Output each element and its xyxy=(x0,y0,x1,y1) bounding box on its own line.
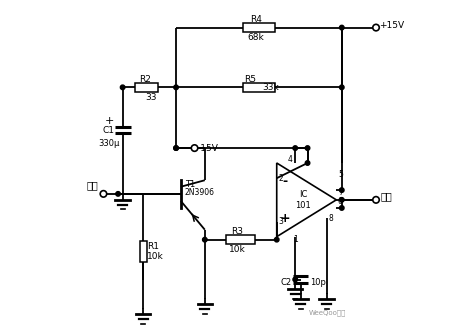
Text: C2: C2 xyxy=(281,278,292,287)
Text: 330μ: 330μ xyxy=(98,139,120,148)
Circle shape xyxy=(339,25,344,30)
Text: 7: 7 xyxy=(338,188,343,197)
Circle shape xyxy=(202,237,207,242)
Bar xyxy=(135,83,158,92)
Circle shape xyxy=(120,85,125,90)
Circle shape xyxy=(293,146,298,150)
Text: R5: R5 xyxy=(244,75,256,84)
Text: R1: R1 xyxy=(147,242,159,251)
Circle shape xyxy=(174,146,178,150)
Text: 33: 33 xyxy=(146,93,157,102)
Text: 8: 8 xyxy=(328,214,333,223)
Text: 6: 6 xyxy=(338,197,343,206)
Text: R3: R3 xyxy=(231,227,244,236)
Circle shape xyxy=(191,145,198,151)
Text: 5: 5 xyxy=(338,170,343,179)
Text: 2N3906: 2N3906 xyxy=(185,188,215,197)
Text: WeeQoo推库: WeeQoo推库 xyxy=(309,309,346,316)
Text: T1: T1 xyxy=(185,180,195,189)
Text: 10p: 10p xyxy=(310,278,326,287)
Text: +: + xyxy=(280,212,290,225)
Text: +: + xyxy=(104,116,114,126)
Circle shape xyxy=(100,191,107,197)
Text: 10k: 10k xyxy=(229,245,246,254)
Circle shape xyxy=(305,161,310,165)
Text: -15V: -15V xyxy=(198,143,219,153)
Bar xyxy=(243,83,275,92)
Bar xyxy=(243,23,275,32)
Text: C1: C1 xyxy=(103,126,115,135)
Circle shape xyxy=(174,146,178,150)
Circle shape xyxy=(373,24,379,31)
Text: -: - xyxy=(283,175,287,188)
Circle shape xyxy=(116,192,120,196)
Circle shape xyxy=(373,197,379,203)
Circle shape xyxy=(339,85,344,90)
Text: 10k: 10k xyxy=(147,252,164,261)
Text: 4: 4 xyxy=(288,155,293,164)
Text: 输入: 输入 xyxy=(86,180,98,190)
Circle shape xyxy=(374,198,378,202)
Circle shape xyxy=(339,206,344,210)
Text: 2: 2 xyxy=(278,174,283,183)
Text: +15V: +15V xyxy=(379,22,404,30)
Circle shape xyxy=(293,277,298,282)
Text: 3: 3 xyxy=(278,217,283,226)
Circle shape xyxy=(339,198,344,202)
Text: R4: R4 xyxy=(250,15,262,24)
Text: IC: IC xyxy=(299,190,308,200)
Circle shape xyxy=(274,237,279,242)
Text: 101: 101 xyxy=(295,201,311,210)
Text: 1: 1 xyxy=(293,235,298,244)
Text: R2: R2 xyxy=(139,75,151,84)
Circle shape xyxy=(339,188,344,192)
Text: 输出: 输出 xyxy=(381,192,392,201)
Bar xyxy=(140,241,147,262)
Text: 33k: 33k xyxy=(262,83,279,92)
Text: 68k: 68k xyxy=(247,34,264,42)
Circle shape xyxy=(174,85,178,90)
Circle shape xyxy=(305,146,310,150)
Bar xyxy=(226,235,255,244)
